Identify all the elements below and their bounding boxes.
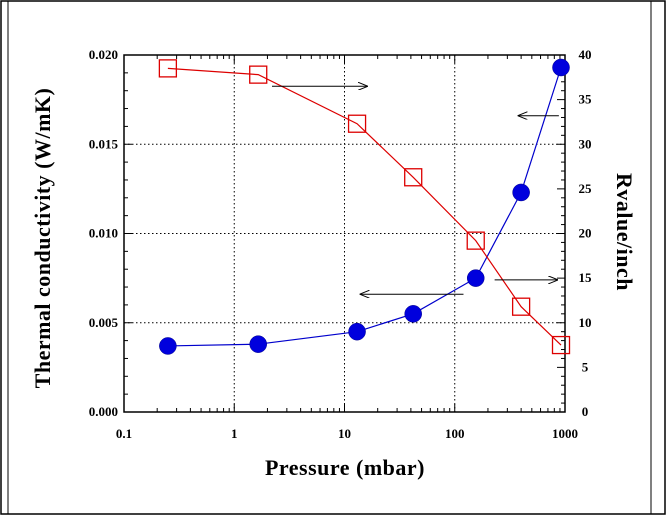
data-series bbox=[158, 58, 571, 355]
tick-labels: 0.1 1 10 100 1000 0.000 0.005 0.010 0.015 0.020 0 5… bbox=[89, 47, 592, 441]
y-right-tick-label: 25 bbox=[579, 181, 593, 196]
y-right-tick-label: 40 bbox=[579, 47, 592, 62]
x-tick-label: 10 bbox=[338, 426, 351, 441]
conductivity-point bbox=[348, 322, 366, 341]
y-left-tick-label: 0.005 bbox=[89, 315, 119, 330]
grid bbox=[124, 55, 565, 412]
conductivity-point bbox=[249, 335, 267, 353]
rvalue-point bbox=[466, 231, 485, 250]
conductivity-point bbox=[552, 58, 570, 77]
rvalue-point bbox=[404, 168, 423, 187]
rvalue-point bbox=[158, 59, 178, 78]
y-axis-right-title: Rvalue/inch bbox=[612, 173, 637, 291]
rvalue-point bbox=[249, 65, 268, 84]
conductivity-point bbox=[466, 269, 485, 287]
x-tick-label: 100 bbox=[445, 426, 465, 441]
y-left-tick-label: 0.010 bbox=[89, 226, 118, 241]
rvalue-point bbox=[511, 297, 531, 316]
y-right-tick-label: 10 bbox=[579, 315, 592, 330]
tick-marks bbox=[123, 54, 565, 413]
x-tick-label: 1 bbox=[231, 426, 238, 441]
x-axis-title: Pressure (mbar) bbox=[265, 455, 425, 480]
conductivity-point bbox=[159, 337, 177, 355]
y-right-tick-label: 15 bbox=[579, 270, 593, 285]
annotation-arrows bbox=[272, 86, 559, 294]
y-right-tick-label: 20 bbox=[579, 226, 592, 241]
y-left-tick-label: 0.020 bbox=[89, 47, 118, 62]
conductivity-point bbox=[404, 305, 422, 323]
y-axis-left-title: Thermal conductivity (W/mK) bbox=[30, 88, 55, 389]
y-left-tick-label: 0.000 bbox=[89, 404, 118, 419]
y-right-tick-label: 5 bbox=[582, 359, 589, 374]
conductivity-series-line bbox=[167, 67, 562, 347]
y-right-tick-label: 30 bbox=[579, 136, 592, 151]
rvalue-point bbox=[347, 114, 367, 133]
x-tick-label: 1000 bbox=[552, 426, 578, 441]
y-right-tick-label: 35 bbox=[579, 92, 593, 107]
rvalue-point bbox=[551, 335, 571, 355]
y-left-tick-label: 0.015 bbox=[89, 136, 119, 151]
conductivity-point bbox=[512, 183, 530, 202]
x-tick-label: 0.1 bbox=[116, 426, 132, 441]
rvalue-series-line bbox=[167, 67, 562, 346]
y-right-tick-label: 0 bbox=[582, 404, 589, 419]
